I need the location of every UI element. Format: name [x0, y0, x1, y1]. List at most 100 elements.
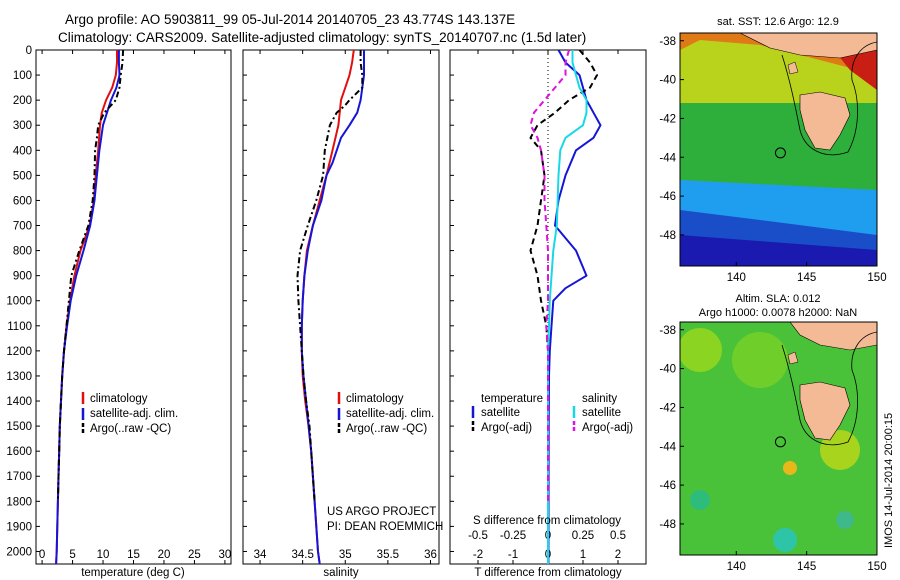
legend-label-s-satellite: satellite	[582, 407, 621, 419]
map-y-tick-label: -40	[659, 364, 676, 376]
y-tick-label: 400	[13, 145, 32, 157]
series-line	[56, 50, 125, 502]
y-tick-label: 0	[26, 45, 32, 57]
island-land	[787, 61, 799, 75]
x-tick-label: 36	[424, 549, 437, 561]
x-tick-label: -2	[473, 549, 483, 561]
legend-label-satellite: satellite-adj. clim.	[90, 408, 178, 420]
temperature-legend: climatology satellite-adj. clim. Argo(..…	[81, 392, 178, 435]
y-tick-label: 2000	[6, 546, 32, 558]
series-line	[55, 50, 121, 564]
x-tick-label: -1	[508, 549, 518, 561]
pi-credit: PI: DEAN ROEMMICH	[327, 521, 443, 533]
sst-map-frame	[679, 32, 878, 267]
sla-anomaly-blob	[732, 332, 788, 388]
x-tick-label: 20	[158, 549, 171, 561]
island-land	[787, 351, 799, 365]
legend-label-satellite: satellite-adj. clim.	[346, 408, 434, 420]
series-line	[300, 50, 355, 564]
temperature-axis-label: temperature (deg C)	[81, 567, 185, 579]
tasmania-land	[799, 91, 851, 151]
map-y-tick-label: -48	[659, 230, 676, 242]
y-tick-label: 1200	[6, 346, 32, 358]
map-y-tick-label: -38	[659, 325, 676, 337]
x-tick-label: 2	[615, 549, 621, 561]
legend-title-temperature: temperature	[481, 393, 543, 405]
top-tick-label: 0.5	[610, 530, 626, 542]
map-x-tick-label: 145	[797, 272, 816, 284]
y-tick-label: 1100	[7, 321, 32, 333]
x-tick-label: 35.5	[377, 549, 399, 561]
legend-title-salinity: salinity	[582, 393, 617, 405]
map-y-tick-label: -44	[659, 152, 676, 164]
map-x-tick-label: 150	[867, 272, 886, 284]
x-tick-label: 15	[127, 549, 140, 561]
project-credit: US ARGO PROJECT	[327, 506, 436, 518]
y-tick-label: 800	[13, 246, 32, 258]
map-x-tick-label: 145	[797, 561, 816, 573]
temperature-series	[55, 50, 125, 564]
sla-map-title: Altim. SLA: 0.012	[736, 293, 821, 305]
sla-map-subtitle: Argo h1000: 0.0078 h2000: NaN	[699, 307, 857, 319]
series-line	[296, 50, 364, 502]
y-tick-label: 900	[13, 271, 32, 283]
series-line	[529, 50, 570, 502]
isobath-contour	[781, 41, 877, 156]
y-tick-label: 1700	[6, 471, 32, 483]
temperature-panel-frame	[35, 49, 232, 565]
series-line	[55, 50, 118, 564]
series-line	[547, 50, 588, 564]
sla-negative-anomaly	[773, 528, 797, 552]
depth-axis: 0100200300400500600700800900100011001200…	[6, 45, 454, 558]
map-y-tick-label: -42	[659, 113, 676, 125]
mainland-land	[789, 322, 877, 351]
difference-legend: temperature salinity satellite Argo(-adj…	[471, 393, 633, 434]
map-y-tick-label: -46	[659, 191, 676, 203]
figure-title-line2: Climatology: CARS2009. Satellite-adjuste…	[58, 30, 586, 45]
argo-location-marker	[774, 147, 786, 159]
legend-label-t-satellite: satellite	[481, 407, 520, 419]
map-y-tick-label: -38	[659, 36, 676, 48]
top-tick-label: -0.5	[468, 530, 488, 542]
figure-title-line1: Argo profile: AO 5903811_99 05-Jul-2014 …	[65, 12, 515, 27]
tasmania-land	[799, 381, 851, 441]
y-tick-label: 100	[13, 70, 32, 82]
salinity-panel-frame	[242, 49, 440, 565]
map-x-tick-label: 140	[727, 561, 746, 573]
mainland-land	[739, 33, 877, 59]
sst-map	[680, 33, 877, 266]
map-y-tick-label: -46	[659, 480, 676, 492]
sla-map-axes: 140 145 150 -38 -40 -42 -44 -46 -48	[659, 325, 886, 573]
sst-map-title: sat. SST: 12.6 Argo: 12.9	[717, 16, 839, 28]
map-x-tick-label: 140	[727, 272, 746, 284]
salinity-series	[296, 50, 365, 564]
sla-map	[680, 322, 877, 555]
series-line	[300, 50, 365, 564]
sla-positive-anomaly	[783, 461, 797, 475]
argo-location-marker	[774, 436, 786, 448]
map-y-tick-label: -40	[659, 75, 676, 87]
y-tick-label: 600	[13, 195, 32, 207]
x-tick-label: 1	[580, 549, 586, 561]
legend-label-t-argo: Argo(-adj)	[481, 422, 532, 434]
sst-map-axes: 140 145 150 -38 -40 -42 -44 -46 -48	[659, 36, 886, 284]
salinity-legend: climatology satellite-adj. clim. Argo(..…	[337, 392, 434, 435]
imos-timestamp: IMOS 14-Jul-2014 20:00:15	[883, 413, 895, 548]
salinity-x-axis: 34 34.5 35 35.5 36	[254, 50, 437, 564]
x-tick-label: 25	[188, 549, 201, 561]
difference-series	[529, 50, 602, 564]
y-tick-label: 500	[13, 170, 32, 182]
y-tick-label: 1400	[6, 396, 32, 408]
map-y-tick-label: -44	[659, 441, 676, 453]
legend-label-s-argo: Argo(-adj)	[582, 422, 633, 434]
map-y-tick-label: -42	[659, 402, 676, 414]
sla-negative-anomaly	[690, 490, 710, 510]
legend-label-argo: Argo(..raw -QC)	[90, 423, 171, 435]
y-tick-label: 1000	[6, 296, 32, 308]
legend-label-argo: Argo(..raw -QC)	[346, 423, 427, 435]
top-tick-label: -0.25	[500, 530, 526, 542]
sla-map-frame	[679, 321, 878, 556]
y-tick-label: 300	[13, 120, 32, 132]
x-tick-label: 35	[339, 549, 352, 561]
map-x-tick-label: 150	[867, 561, 886, 573]
